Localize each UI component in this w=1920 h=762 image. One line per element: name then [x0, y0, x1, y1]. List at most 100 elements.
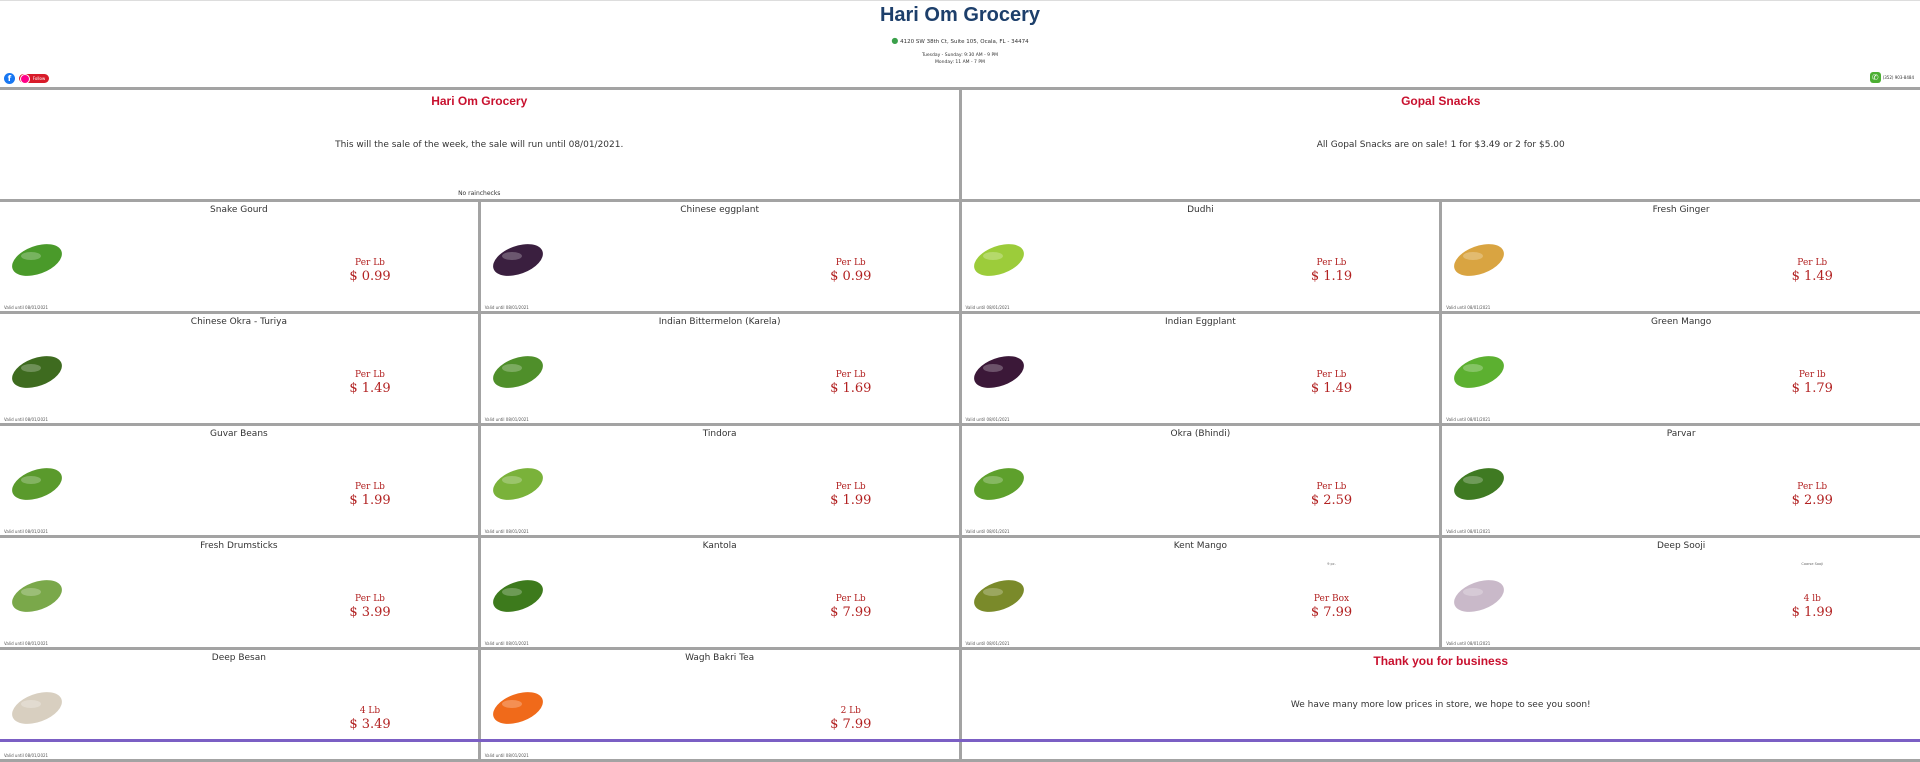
product-name: Guvar Beans: [0, 429, 478, 439]
valid-until: Valid until 08/01/2021: [4, 305, 48, 310]
product-name: Kent Mango: [962, 541, 1440, 551]
product-image: [5, 230, 69, 286]
product-card: Fresh Drumsticks Per Lb $ 3.99 Valid unt…: [0, 538, 478, 647]
product-card: Fresh Ginger Per Lb $ 1.49 Valid until 0…: [1442, 202, 1920, 311]
product-image: [486, 678, 550, 734]
product-name: Tindora: [481, 429, 959, 439]
product-name: Deep Besan: [0, 653, 478, 663]
product-unit: Per Lb: [1302, 258, 1362, 268]
product-name: Indian Bittermelon (Karela): [481, 317, 959, 327]
phone-number: (352) 903-8484: [1883, 75, 1914, 80]
product-unit: 4 lb: [1782, 594, 1842, 604]
product-card: Deep Sooji Coarse Sooji 4 lb $ 1.99 Vali…: [1442, 538, 1920, 647]
product-unit: Per Lb: [340, 594, 400, 604]
product-card: Okra (Bhindi) Per Lb $ 2.59 Valid until …: [962, 426, 1440, 535]
product-card: Parvar Per Lb $ 2.99 Valid until 08/01/2…: [1442, 426, 1920, 535]
valid-until: Valid until 08/01/2021: [4, 753, 48, 758]
product-unit: Per Lb: [340, 482, 400, 492]
product-unit: 2 Lb: [821, 706, 881, 716]
product-card: Chinese eggplant Per Lb $ 0.99 Valid unt…: [481, 202, 959, 311]
product-card: Dudhi Per Lb $ 1.19 Valid until 08/01/20…: [962, 202, 1440, 311]
product-image: [486, 454, 550, 510]
product-name: Dudhi: [962, 205, 1440, 215]
product-price: $ 0.99: [811, 269, 891, 284]
banner-text: This will the sale of the week, the sale…: [0, 140, 959, 150]
product-unit: 4 Lb: [340, 706, 400, 716]
product-image: [486, 342, 550, 398]
product-unit: Per Lb: [340, 370, 400, 380]
closing-text: We have many more low prices in store, w…: [962, 700, 1920, 710]
product-price: $ 3.49: [330, 717, 410, 732]
product-price: $ 1.79: [1772, 381, 1852, 396]
product-image: [5, 342, 69, 398]
product-card: Kantola Per Lb $ 7.99 Valid until 08/01/…: [481, 538, 959, 647]
product-image: [1447, 566, 1511, 622]
product-unit: Per Lb: [1302, 370, 1362, 380]
store-hours: Tuesday - Sunday: 9:30 AM - 9 PM Monday:…: [0, 52, 1920, 66]
product-image: [5, 454, 69, 510]
store-header: Hari Om Grocery ● 4120 SW 38th Ct, Suite…: [0, 1, 1920, 87]
product-name: Fresh Ginger: [1442, 205, 1920, 215]
phone-icon: ✆: [1870, 72, 1881, 83]
valid-until: Valid until 08/01/2021: [966, 305, 1010, 310]
product-image: [967, 566, 1031, 622]
product-note: Coarse Sooji: [1772, 562, 1852, 566]
product-name: Wagh Bakri Tea: [481, 653, 959, 663]
product-name: Parvar: [1442, 429, 1920, 439]
product-price: $ 1.49: [1772, 269, 1852, 284]
product-price: $ 7.99: [811, 717, 891, 732]
instagram-button[interactable]: Follow: [19, 74, 49, 83]
product-price: $ 7.99: [1292, 605, 1372, 620]
product-name: Chinese Okra - Turiya: [0, 317, 478, 327]
product-card: Indian Bittermelon (Karela) Per Lb $ 1.6…: [481, 314, 959, 423]
product-card: Tindora Per Lb $ 1.99 Valid until 08/01/…: [481, 426, 959, 535]
valid-until: Valid until 08/01/2021: [485, 641, 529, 646]
banner-title: Hari Om Grocery: [0, 94, 959, 108]
product-price: $ 1.99: [1772, 605, 1852, 620]
valid-until: Valid until 08/01/2021: [1446, 417, 1490, 422]
product-unit: Per Lb: [821, 594, 881, 604]
valid-until: Valid until 08/01/2021: [485, 305, 529, 310]
valid-until: Valid until 08/01/2021: [4, 641, 48, 646]
instagram-label: Follow: [33, 76, 46, 81]
product-name: Kantola: [481, 541, 959, 551]
product-card: Guvar Beans Per Lb $ 1.99 Valid until 08…: [0, 426, 478, 535]
product-price: $ 1.49: [330, 381, 410, 396]
valid-until: Valid until 08/01/2021: [966, 417, 1010, 422]
product-image: [1447, 230, 1511, 286]
sale-grid: Hari Om Grocery This will the sale of th…: [0, 87, 1920, 762]
product-unit: Per Lb: [1782, 482, 1842, 492]
product-unit: Per lb: [1782, 370, 1842, 380]
product-card: Wagh Bakri Tea 2 Lb $ 7.99 Valid until 0…: [481, 650, 959, 759]
product-price: $ 1.69: [811, 381, 891, 396]
product-image: [1447, 342, 1511, 398]
facebook-icon[interactable]: f: [4, 73, 15, 84]
product-image: [967, 230, 1031, 286]
phone-link[interactable]: ✆(352) 903-8484: [1870, 72, 1914, 83]
location-pin-icon: ●: [891, 36, 898, 45]
banner-text: All Gopal Snacks are on sale! 1 for $3.4…: [962, 140, 1920, 150]
store-title: Hari Om Grocery: [0, 1, 1920, 27]
product-price: $ 0.99: [330, 269, 410, 284]
banner-hari-om: Hari Om Grocery This will the sale of th…: [0, 90, 959, 199]
product-price: $ 1.49: [1292, 381, 1372, 396]
product-image: [967, 342, 1031, 398]
product-name: Green Mango: [1442, 317, 1920, 327]
product-name: Chinese eggplant: [481, 205, 959, 215]
product-image: [967, 454, 1031, 510]
product-card: Snake Gourd Per Lb $ 0.99 Valid until 08…: [0, 202, 478, 311]
product-price: $ 2.99: [1772, 493, 1852, 508]
product-name: Snake Gourd: [0, 205, 478, 215]
product-image: [486, 566, 550, 622]
valid-until: Valid until 08/01/2021: [1446, 641, 1490, 646]
product-name: Indian Eggplant: [962, 317, 1440, 327]
product-price: $ 1.19: [1292, 269, 1372, 284]
banner-title: Gopal Snacks: [962, 94, 1920, 108]
valid-until: Valid until 08/01/2021: [1446, 529, 1490, 534]
valid-until: Valid until 08/01/2021: [966, 641, 1010, 646]
product-name: Fresh Drumsticks: [0, 541, 478, 551]
product-card: Chinese Okra - Turiya Per Lb $ 1.49 Vali…: [0, 314, 478, 423]
product-price: $ 7.99: [811, 605, 891, 620]
product-unit: Per Lb: [1782, 258, 1842, 268]
